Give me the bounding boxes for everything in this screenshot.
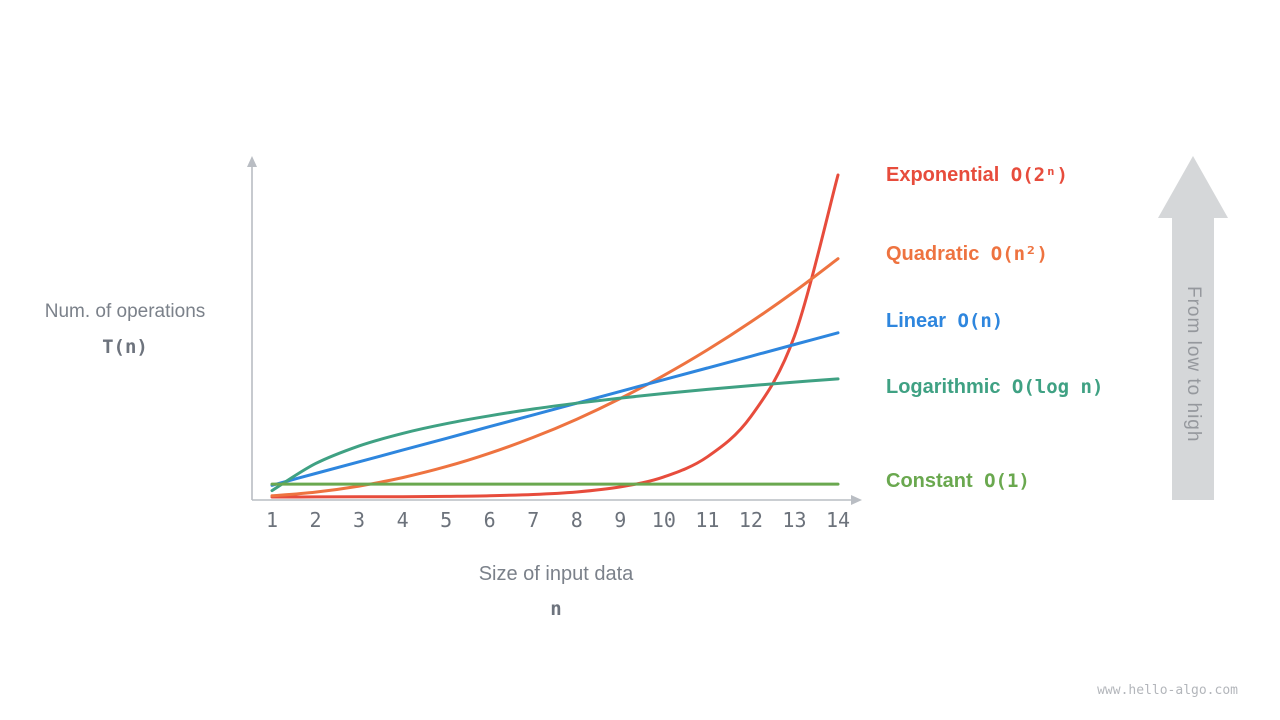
x-tick-2: 2 [309, 508, 322, 532]
x-axis-label-symbol: n [550, 598, 562, 620]
legend-item-logarithmic: Logarithmic O(log n) [886, 376, 1103, 399]
legend-item-exponential: Exponential O(2ⁿ) [886, 164, 1068, 187]
watermark: www.hello-algo.com [1097, 683, 1238, 698]
x-axis-label: Size of input data n [360, 563, 752, 620]
x-tick-13: 13 [782, 508, 807, 532]
x-tick-12: 12 [738, 508, 763, 532]
x-tick-1: 1 [265, 508, 279, 532]
x-tick-4: 4 [396, 508, 409, 532]
curve-logarithmic [270, 377, 840, 493]
legend-notation: O(2ⁿ) [999, 164, 1068, 186]
x-tick-5: 5 [440, 508, 453, 532]
x-tick-14: 14 [825, 508, 851, 532]
side-arrow-label: From low to high [1183, 286, 1204, 443]
x-tick-9: 9 [614, 508, 627, 532]
legend-item-linear: Linear O(n) [886, 310, 1003, 333]
legend-label: Linear [886, 310, 947, 332]
legend-notation: O(log n) [1000, 376, 1104, 398]
x-axis-label-text: Size of input data [478, 563, 634, 585]
curve-quadratic [270, 257, 840, 498]
legend-notation: O(n²) [979, 243, 1048, 265]
x-axis-arrowhead [851, 495, 862, 505]
legend-label: Quadratic [886, 243, 980, 265]
x-tick-11: 11 [695, 508, 720, 532]
y-axis-label: Num. of operations T(n) [15, 300, 235, 359]
x-tick-10: 10 [651, 508, 676, 532]
x-tick-3: 3 [353, 508, 366, 532]
x-tick-6: 6 [483, 508, 496, 532]
curve-linear [270, 331, 840, 487]
curve-exponential [270, 173, 840, 499]
y-axis-label-text: Num. of operations [44, 301, 206, 322]
legend-notation: O(1) [972, 470, 1030, 492]
legend-item-quadratic: Quadratic O(n²) [886, 243, 1048, 266]
x-tick-7: 7 [527, 508, 540, 532]
y-axis-label-symbol: T(n) [102, 335, 148, 358]
y-axis-arrowhead [247, 156, 257, 167]
legend-label: Logarithmic [886, 376, 1001, 398]
legend-label: Constant [886, 470, 973, 492]
legend-label: Exponential [886, 164, 1000, 186]
x-tick-8: 8 [570, 508, 583, 532]
legend-item-constant: Constant O(1) [886, 470, 1030, 493]
legend-notation: O(n) [946, 310, 1004, 332]
